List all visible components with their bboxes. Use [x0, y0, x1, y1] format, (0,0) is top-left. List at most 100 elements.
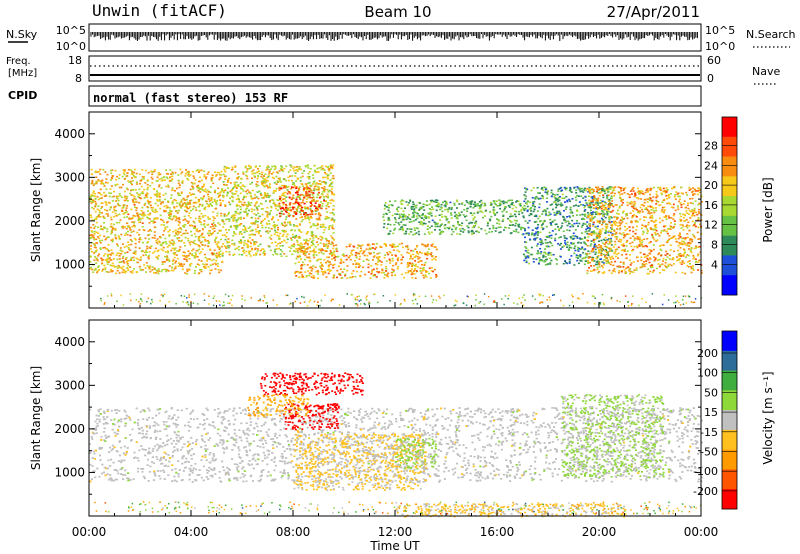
scatter-cell	[267, 166, 270, 168]
scatter-cell	[225, 231, 228, 234]
scatter-cell	[585, 260, 588, 262]
scatter-cell	[204, 240, 207, 242]
scatter-cell	[226, 179, 229, 182]
scatter-cell	[123, 199, 126, 202]
scatter-cell	[123, 212, 126, 214]
scatter-cell	[463, 209, 466, 211]
scatter-cell	[163, 209, 165, 212]
scatter-cell	[139, 218, 142, 221]
scatter-cell	[388, 232, 391, 235]
scatter-cell	[290, 209, 293, 211]
scatter-cell	[327, 272, 330, 275]
scatter-cell	[522, 215, 525, 217]
scatter-cell	[256, 209, 259, 211]
scatter-cell	[421, 263, 423, 266]
scatter-cell	[282, 170, 285, 172]
scatter-cell	[184, 255, 187, 258]
scatter-cell	[295, 275, 298, 277]
scatter-cell	[577, 205, 580, 207]
scatter-cell	[367, 263, 370, 266]
scatter-cell	[537, 198, 540, 200]
scatter-cell	[606, 213, 609, 215]
scatter-cell	[180, 172, 183, 175]
scatter-cell	[580, 226, 583, 228]
scatter-cell	[299, 236, 302, 239]
scatter-cell	[402, 214, 405, 217]
scatter-cell	[306, 186, 309, 188]
scatter-cell	[385, 260, 388, 262]
scatter-cell	[569, 200, 572, 203]
scatter-cell	[533, 221, 536, 223]
scatter-cell	[165, 242, 168, 245]
scatter-cell	[262, 184, 265, 187]
scatter-cell	[394, 245, 397, 248]
scatter-cell	[233, 244, 236, 246]
scatter-cell	[265, 196, 268, 198]
scatter-cell	[412, 270, 415, 272]
scatter-cell	[540, 241, 543, 244]
scatter-cell	[238, 224, 241, 227]
scatter-cell	[531, 229, 534, 231]
scatter-cell	[144, 202, 147, 205]
scatter-cell	[315, 218, 318, 220]
scatter-cell	[115, 221, 118, 224]
scatter-cell	[561, 193, 564, 196]
scatter-cell	[146, 265, 149, 267]
scatter-cell	[382, 216, 385, 218]
scatter-cell	[221, 219, 224, 221]
scatter-cell	[227, 167, 230, 169]
scatter-cell	[459, 230, 462, 232]
scatter-cell	[300, 193, 303, 196]
freq-panel: Freq. [MHz] 18 8 60 0 Nave	[6, 54, 780, 85]
scatter-cell	[181, 265, 184, 268]
scatter-cell	[114, 169, 117, 172]
scatter-cell	[97, 266, 100, 268]
scatter-cell	[134, 206, 136, 209]
scatter-cell	[322, 190, 325, 192]
scatter-cell	[241, 184, 244, 186]
scatter-cell	[217, 251, 220, 254]
scatter-cell	[315, 270, 318, 273]
scatter-cell	[301, 218, 304, 221]
scatter-cell	[465, 219, 468, 222]
scatter-cell	[326, 177, 329, 180]
scatter-cell	[317, 243, 320, 246]
scatter-cell	[92, 199, 95, 202]
scatter-cell	[460, 211, 463, 213]
scatter-cell	[224, 166, 227, 168]
scatter-cell	[91, 242, 94, 244]
scatter-cell	[344, 273, 347, 276]
scatter-cell	[315, 254, 318, 256]
scatter-cell	[415, 270, 418, 272]
scatter-cell	[110, 268, 113, 271]
scatter-cell	[525, 247, 528, 249]
scatter-cell	[224, 238, 227, 241]
scatter-cell	[404, 272, 407, 274]
scatter-cell	[322, 253, 325, 255]
scatter-cell	[244, 166, 247, 169]
scatter-cell	[329, 202, 332, 204]
scatter-cell	[496, 211, 499, 214]
scatter-cell	[171, 247, 174, 250]
scatter-cell	[419, 222, 422, 225]
scatter-cell	[184, 245, 187, 247]
scatter-cell	[643, 201, 646, 204]
scatter-cell	[191, 254, 194, 257]
scatter-cell	[365, 258, 368, 261]
scatter-cell	[475, 220, 478, 223]
scatter-cell	[301, 243, 304, 246]
scatter-cell	[215, 243, 218, 245]
scatter-cell	[292, 186, 295, 189]
scatter-cell	[178, 217, 180, 219]
scatter-cell	[185, 220, 188, 222]
scatter-cell	[310, 266, 313, 268]
scatter-cell	[214, 224, 216, 226]
scatter-cell	[400, 254, 403, 256]
scatter-cell	[467, 231, 470, 234]
scatter-cell	[313, 250, 316, 253]
scatter-cell	[115, 215, 118, 217]
scatter-cell	[326, 189, 329, 191]
scatter-cell	[565, 262, 568, 264]
scatter-cell	[502, 202, 505, 205]
scatter-cell	[118, 258, 121, 260]
